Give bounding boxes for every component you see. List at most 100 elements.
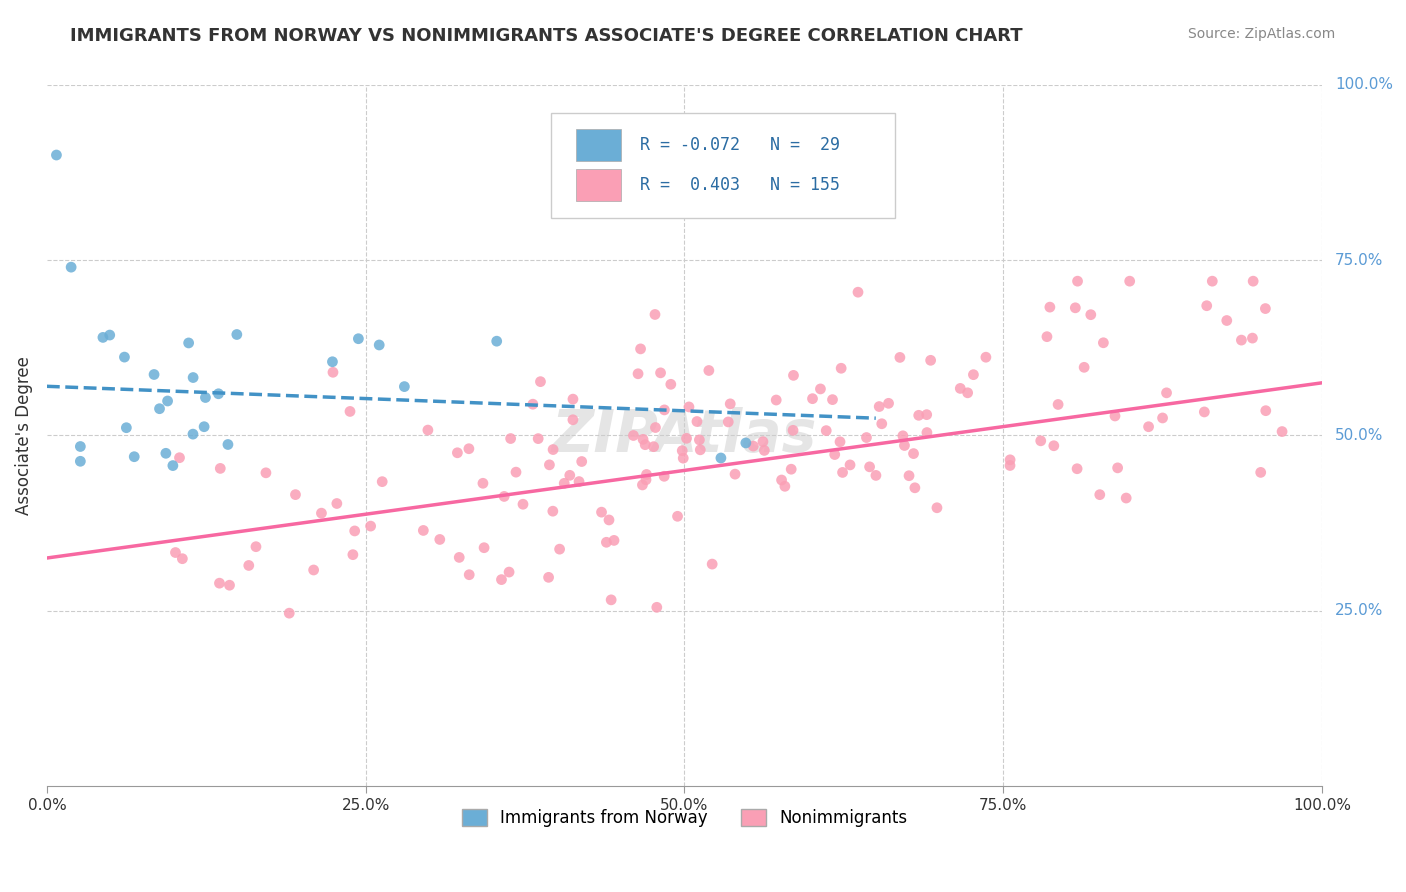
Point xyxy=(1104,409,1126,423)
Point xyxy=(686,415,709,429)
Point xyxy=(499,432,522,446)
Point xyxy=(491,573,513,587)
Point xyxy=(810,382,832,396)
Point xyxy=(801,392,824,406)
Point xyxy=(343,524,366,538)
Point xyxy=(91,330,114,344)
Point xyxy=(634,473,657,487)
Point xyxy=(169,450,191,465)
Point xyxy=(416,423,439,437)
Point xyxy=(1230,333,1253,347)
Point xyxy=(891,429,914,443)
Point xyxy=(1080,308,1102,322)
Point xyxy=(238,558,260,573)
Point xyxy=(194,391,217,405)
Point xyxy=(1216,313,1239,327)
Point xyxy=(780,462,803,476)
Point xyxy=(1107,461,1129,475)
Point xyxy=(846,285,869,300)
Point xyxy=(1254,403,1277,417)
Point xyxy=(1043,439,1066,453)
Point xyxy=(98,328,121,343)
Point xyxy=(652,469,675,483)
Point xyxy=(623,428,645,442)
Point xyxy=(155,446,177,460)
Point xyxy=(69,454,91,468)
Point xyxy=(1036,329,1059,343)
Point xyxy=(672,451,695,466)
Text: 100.0%: 100.0% xyxy=(1334,78,1393,93)
Point xyxy=(529,375,551,389)
Point xyxy=(193,419,215,434)
Point xyxy=(122,450,145,464)
Point xyxy=(868,400,890,414)
Point xyxy=(754,443,776,458)
Point xyxy=(903,447,925,461)
Text: ZIPAtlas: ZIPAtlas xyxy=(551,407,817,464)
Point xyxy=(342,548,364,562)
Point xyxy=(904,481,927,495)
Point xyxy=(877,396,900,410)
Point xyxy=(568,475,591,489)
Point xyxy=(548,542,571,557)
Point xyxy=(689,442,711,457)
Point xyxy=(898,468,921,483)
Point xyxy=(1201,274,1223,288)
Point xyxy=(782,423,804,437)
Point xyxy=(773,479,796,493)
Point xyxy=(394,379,416,393)
Point xyxy=(1092,335,1115,350)
Point xyxy=(858,459,880,474)
Point xyxy=(650,366,672,380)
Point xyxy=(1152,411,1174,425)
Point xyxy=(1073,360,1095,375)
Point xyxy=(666,509,689,524)
Point xyxy=(1156,385,1178,400)
Point xyxy=(598,513,620,527)
Point xyxy=(302,563,325,577)
Point xyxy=(688,433,710,447)
Point xyxy=(915,425,938,440)
Point xyxy=(522,397,544,411)
Point xyxy=(429,533,451,547)
Point xyxy=(446,446,468,460)
Point xyxy=(1047,397,1070,411)
Point xyxy=(217,437,239,451)
Point xyxy=(69,440,91,454)
Point xyxy=(998,452,1021,467)
Point xyxy=(1195,299,1218,313)
Point xyxy=(591,505,613,519)
Point xyxy=(471,476,494,491)
Point xyxy=(165,545,187,559)
Point xyxy=(505,465,527,479)
Point xyxy=(143,368,166,382)
Point xyxy=(538,458,561,472)
Point xyxy=(855,431,877,445)
Point xyxy=(907,409,929,423)
Point xyxy=(177,335,200,350)
Point xyxy=(765,392,787,407)
Point xyxy=(562,392,585,406)
Text: 75.0%: 75.0% xyxy=(1334,252,1384,268)
Point xyxy=(208,576,231,591)
Text: R = -0.072   N =  29: R = -0.072 N = 29 xyxy=(640,136,839,154)
Point xyxy=(697,363,720,377)
Point xyxy=(603,533,626,548)
Point xyxy=(181,370,204,384)
Point xyxy=(148,401,170,416)
Point xyxy=(889,351,911,365)
Point xyxy=(368,338,391,352)
Legend: Immigrants from Norway, Nonimmigrants: Immigrants from Norway, Nonimmigrants xyxy=(456,802,914,833)
Y-axis label: Associate's Degree: Associate's Degree xyxy=(15,356,32,515)
Point xyxy=(571,454,593,468)
Point xyxy=(1254,301,1277,316)
Point xyxy=(678,400,700,414)
Point xyxy=(45,148,67,162)
Point xyxy=(209,461,232,475)
Point xyxy=(1064,301,1087,315)
FancyBboxPatch shape xyxy=(576,169,620,201)
Point xyxy=(284,488,307,502)
Point xyxy=(630,342,652,356)
Point xyxy=(1066,461,1088,475)
Point xyxy=(494,490,516,504)
